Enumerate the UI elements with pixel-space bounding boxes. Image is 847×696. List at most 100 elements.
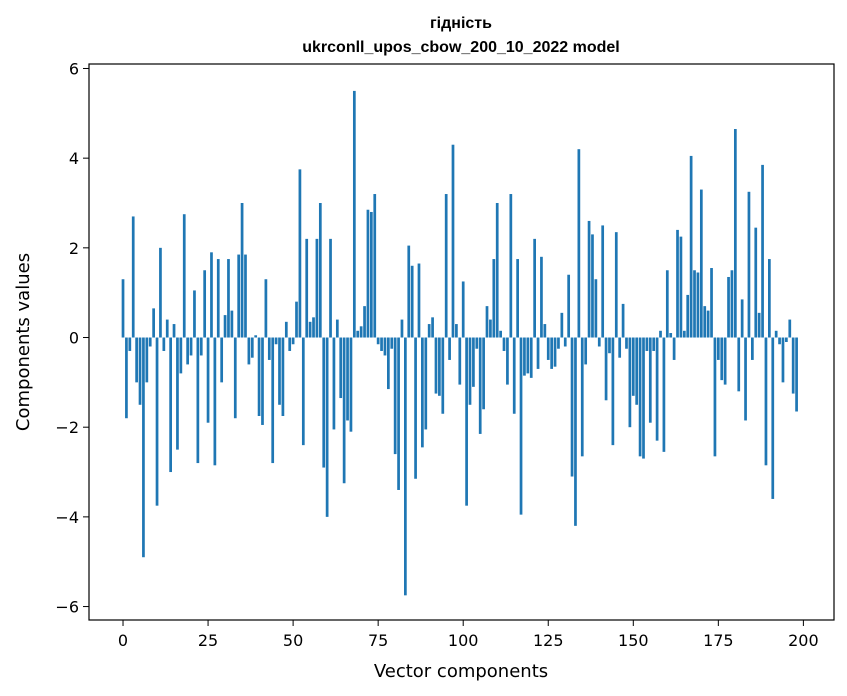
bar-153 (642, 337, 645, 459)
bar-87 (417, 263, 421, 338)
bar-47 (281, 337, 285, 416)
bar-55 (308, 321, 312, 338)
bar-118 (523, 337, 526, 376)
bar-138 (591, 234, 594, 338)
bar-40 (257, 337, 261, 416)
bar-160 (665, 270, 669, 338)
bar-106 (482, 337, 485, 410)
bar-104 (475, 337, 479, 349)
x-tick-label: 50 (283, 631, 303, 650)
bar-108 (489, 319, 492, 338)
bar-167 (689, 155, 693, 338)
bar-177 (723, 337, 727, 385)
bar-113 (506, 337, 509, 385)
bar-191 (771, 337, 775, 499)
bar-86 (414, 337, 417, 479)
bar-122 (536, 337, 540, 369)
bar-48 (284, 321, 288, 338)
bar-145 (614, 232, 618, 338)
bar-39 (254, 335, 258, 338)
bar-84 (407, 245, 411, 338)
bar-175 (716, 337, 720, 360)
bar-21 (193, 290, 196, 338)
bar-38 (250, 337, 254, 358)
bar-9 (152, 308, 155, 338)
chart-subtitle: ukrconll_upos_cbow_200_10_2022 model (302, 39, 619, 56)
bar-32 (230, 310, 234, 338)
bar-124 (543, 324, 547, 338)
bar-100 (461, 281, 465, 338)
bar-135 (580, 337, 584, 457)
bar-44 (271, 337, 275, 464)
bar-174 (713, 337, 717, 457)
bar-123 (540, 256, 543, 338)
bar-77 (383, 337, 387, 356)
y-tick-label: −2 (55, 418, 79, 437)
x-tick-label: 150 (618, 631, 649, 650)
bar-163 (676, 229, 679, 338)
bar-156 (652, 337, 656, 351)
bar-14 (169, 337, 172, 473)
bar-62 (332, 337, 336, 430)
bar-85 (410, 265, 414, 338)
bar-184 (747, 191, 751, 338)
y-tick-label: 6 (69, 59, 79, 78)
bar-99 (458, 337, 462, 385)
bar-97 (451, 144, 455, 338)
x-tick-label: 200 (788, 631, 819, 650)
bar-195 (785, 337, 788, 342)
bar-22 (196, 337, 200, 464)
bar-120 (529, 337, 533, 378)
bar-1 (125, 337, 128, 419)
bar-116 (516, 259, 519, 338)
bar-101 (465, 337, 468, 506)
bar-146 (618, 337, 622, 358)
chart-title: гідність (430, 15, 492, 32)
bar-155 (648, 337, 652, 423)
bar-98 (455, 324, 458, 338)
bar-37 (247, 337, 251, 365)
bar-176 (720, 337, 724, 381)
bar-131 (567, 274, 571, 338)
bar-149 (628, 337, 632, 428)
bar-117 (519, 337, 523, 515)
y-tick-label: −6 (55, 598, 79, 617)
x-tick-label: 75 (368, 631, 388, 650)
bar-58 (318, 203, 322, 338)
bar-80 (393, 337, 397, 455)
x-tick-label: 125 (533, 631, 564, 650)
bar-130 (563, 337, 567, 347)
bar-83 (404, 337, 407, 596)
bar-27 (213, 337, 217, 466)
bar-188 (761, 164, 764, 338)
bar-10 (155, 337, 159, 506)
bar-57 (315, 238, 319, 338)
bar-182 (740, 299, 744, 338)
bar-33 (233, 337, 237, 419)
bar-140 (597, 337, 601, 347)
bar-165 (682, 330, 686, 338)
bar-8 (148, 337, 152, 347)
bar-183 (744, 337, 747, 421)
plot-frame (88, 63, 835, 621)
bar-115 (512, 337, 516, 414)
bar-16 (176, 337, 179, 450)
bar-164 (679, 236, 683, 338)
bar-23 (199, 337, 203, 356)
bar-91 (431, 317, 434, 338)
bar-127 (553, 337, 557, 367)
bar-197 (791, 337, 795, 394)
bar-121 (533, 238, 536, 338)
bar-159 (662, 337, 666, 452)
bar-41 (261, 337, 264, 425)
bar-141 (601, 225, 605, 338)
bar-51 (295, 301, 298, 338)
bar-166 (686, 294, 690, 338)
bar-186 (754, 227, 758, 338)
bar-105 (478, 337, 482, 434)
bar-96 (448, 337, 451, 360)
bar-126 (550, 337, 554, 369)
bar-52 (298, 169, 302, 338)
bar-0 (121, 279, 125, 338)
bar-147 (621, 303, 625, 338)
